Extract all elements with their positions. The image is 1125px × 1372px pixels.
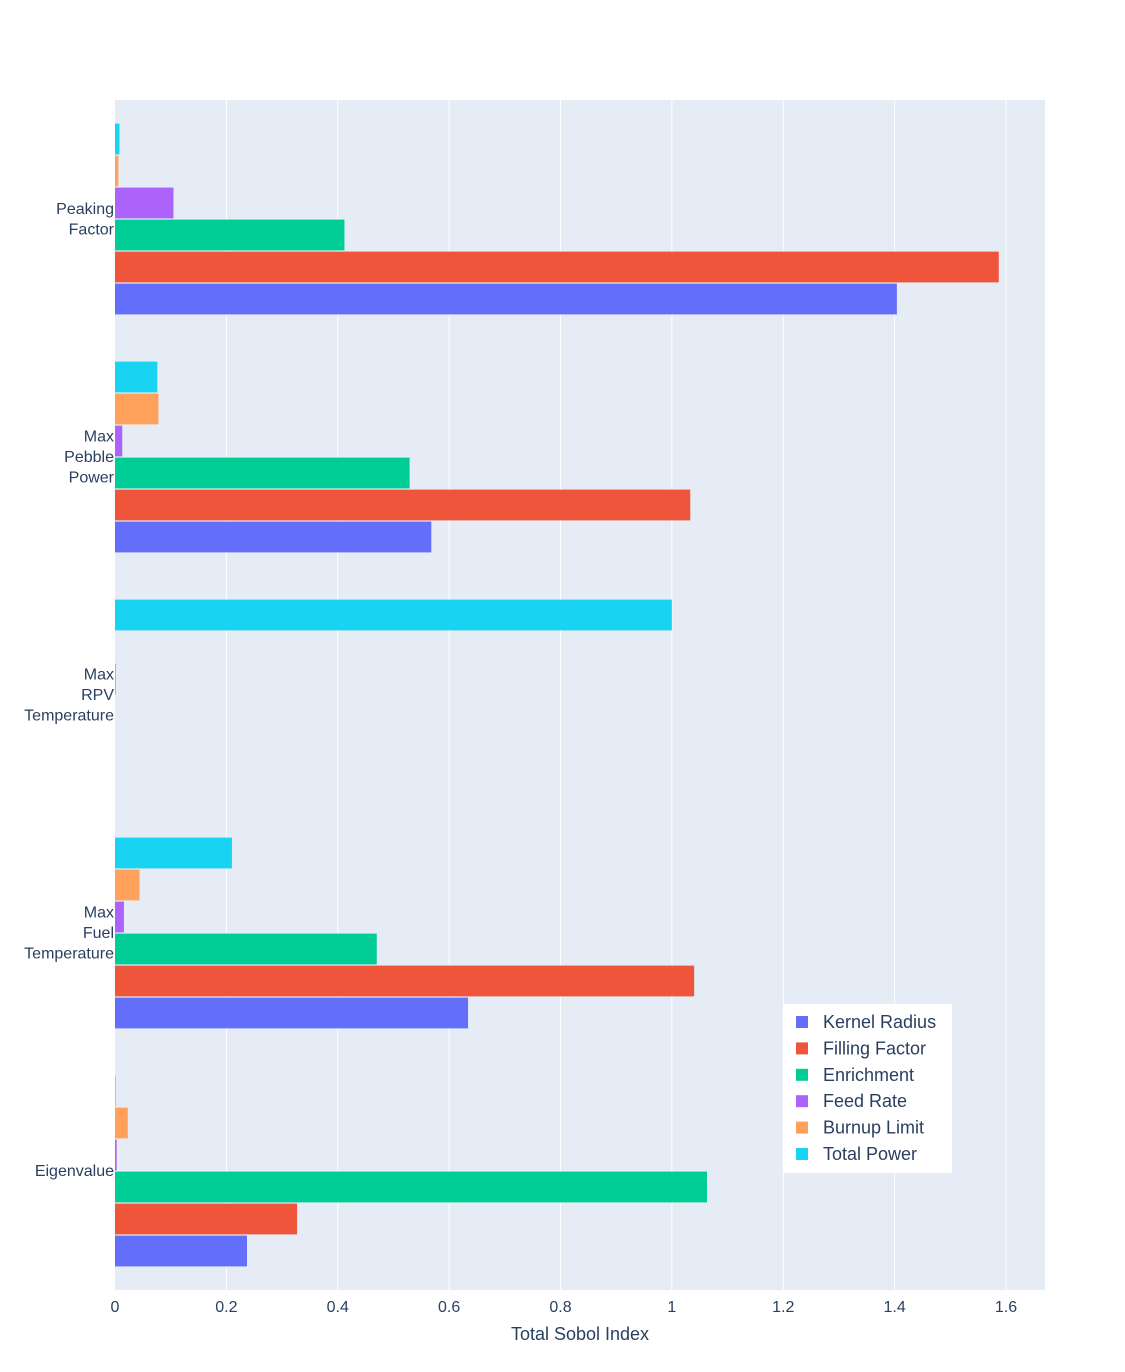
legend-swatch xyxy=(796,1016,808,1028)
bar-feed-rate xyxy=(115,425,123,457)
y-tick-label-line: Temperature xyxy=(24,708,114,725)
x-tick-label: 0.8 xyxy=(549,1299,571,1316)
bar-kernel-radius xyxy=(115,1235,247,1267)
bar-enrichment xyxy=(115,457,410,489)
bar-total-power xyxy=(115,599,672,631)
y-tick-label-line: Peaking xyxy=(56,201,114,218)
y-tick-label-line: Temperature xyxy=(24,946,114,963)
x-tick-label: 0.6 xyxy=(438,1299,460,1316)
bar-filling-factor xyxy=(115,251,999,283)
y-tick-label: Peaking Factor xyxy=(56,201,115,239)
y-tick-label-line: Fuel xyxy=(83,925,114,942)
x-tick-label: 1 xyxy=(667,1299,676,1316)
legend-swatch xyxy=(796,1148,808,1160)
bar-kernel-radius xyxy=(115,997,469,1029)
x-tick-label: 0.2 xyxy=(215,1299,237,1316)
x-axis-ticks: 0 0.2 0.4 0.6 0.8 1 1.2 1.4 1.6 xyxy=(111,1299,1018,1316)
bar-filling-factor xyxy=(115,489,691,521)
y-tick-label: Max RPV Temperature xyxy=(24,667,114,725)
y-tick-label-line: Factor xyxy=(69,221,115,238)
x-tick-label: 1.6 xyxy=(995,1299,1017,1316)
bars xyxy=(115,123,999,1267)
x-tick-label: 0.4 xyxy=(327,1299,349,1316)
y-tick-label-line: Power xyxy=(69,470,115,487)
bar-total-power xyxy=(115,361,158,393)
bar-burnup-limit xyxy=(115,393,159,425)
y-tick-label-line: Eigenvalue xyxy=(35,1163,114,1180)
x-axis-title: Total Sobol Index xyxy=(511,1324,649,1344)
bar-kernel-radius xyxy=(115,283,897,315)
y-tick-label: Max Fuel Temperature xyxy=(24,905,114,963)
x-tick-label: 1.4 xyxy=(884,1299,906,1316)
bar-total-power xyxy=(115,123,120,155)
y-tick-label-line: RPV xyxy=(81,687,114,704)
legend-swatch xyxy=(796,1095,808,1108)
legend-label: Total Power xyxy=(823,1144,917,1164)
legend-label: Filling Factor xyxy=(823,1038,926,1058)
bar-feed-rate xyxy=(115,901,124,933)
legend-label: Feed Rate xyxy=(823,1091,907,1111)
legend-label: Enrichment xyxy=(823,1065,914,1085)
legend: Kernel Radius Filling Factor Enrichment Fee… xyxy=(783,1004,952,1173)
y-tick-label-line: Max xyxy=(84,905,114,922)
x-tick-label: 0 xyxy=(111,1299,120,1316)
bar-burnup-limit xyxy=(115,155,119,187)
bar-enrichment xyxy=(115,933,377,965)
bar-burnup-limit xyxy=(115,869,140,901)
y-tick-label-line: Max xyxy=(84,429,114,446)
legend-label: Burnup Limit xyxy=(823,1118,924,1138)
bar-filling-factor xyxy=(115,965,695,997)
bar-burnup-limit xyxy=(115,1107,128,1139)
legend-swatch xyxy=(796,1042,808,1055)
legend-label: Kernel Radius xyxy=(823,1012,936,1032)
bar-feed-rate xyxy=(115,187,174,219)
bar-enrichment xyxy=(115,219,345,251)
bar-feed-rate xyxy=(115,663,116,695)
legend-swatch xyxy=(796,1121,808,1134)
bar-filling-factor xyxy=(115,1203,298,1235)
y-tick-label-line: Pebble xyxy=(64,449,114,466)
bar-total-power xyxy=(115,837,232,869)
bar-feed-rate xyxy=(115,1139,117,1171)
bar-total-power xyxy=(115,1075,116,1107)
y-tick-label-line: Max xyxy=(84,667,114,684)
y-tick-label: Eigenvalue xyxy=(35,1163,114,1180)
y-axis-ticks: Eigenvalue Max Fuel Temperature Max RPV Temper… xyxy=(24,201,115,1180)
bar-kernel-radius xyxy=(115,521,432,553)
x-tick-label: 1.2 xyxy=(772,1299,794,1316)
legend-swatch xyxy=(796,1068,808,1081)
bar-enrichment xyxy=(115,1171,707,1203)
legend-background xyxy=(783,1004,952,1173)
y-tick-label: Max Pebble Power xyxy=(64,429,114,487)
